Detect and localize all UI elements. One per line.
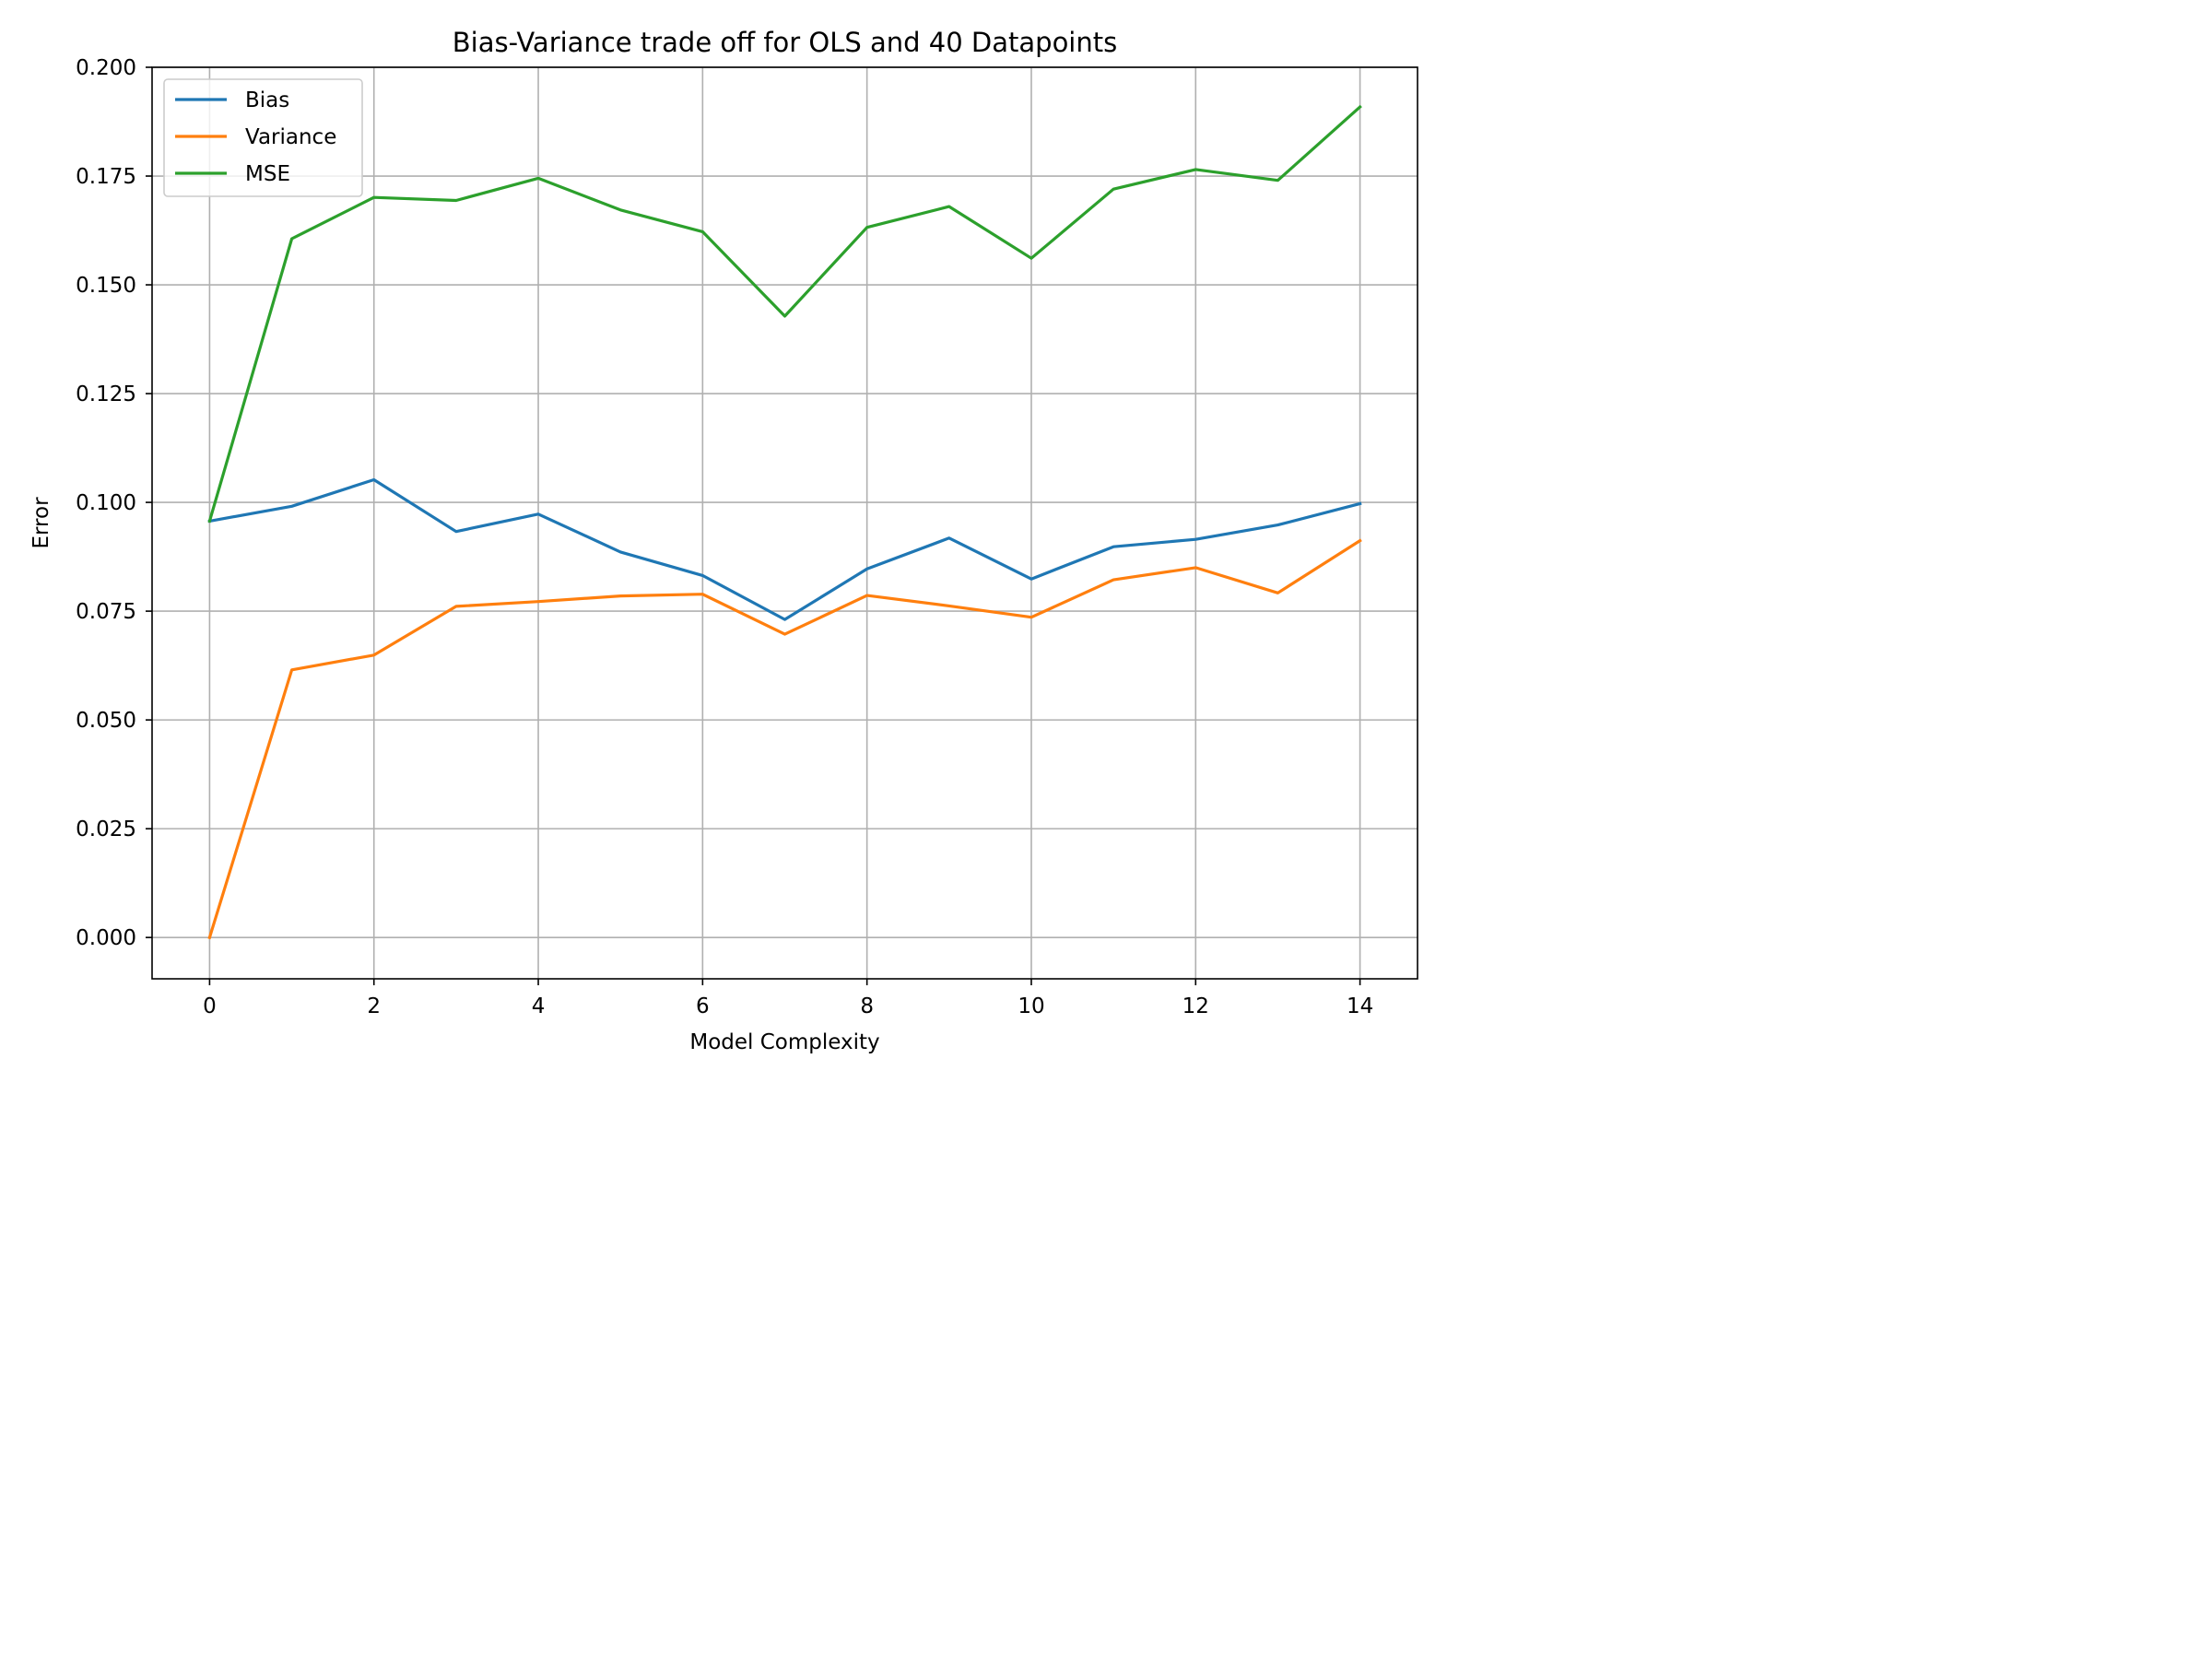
y-tick-label: 0.125 — [76, 382, 136, 406]
series-line-variance — [207, 538, 1362, 940]
chart-title: Bias-Variance trade off for OLS and 40 D… — [453, 27, 1117, 58]
y-tick-label: 0.200 — [76, 56, 136, 80]
y-tick-label: 0.175 — [76, 165, 136, 189]
legend-label-bias: Bias — [245, 88, 289, 112]
legend-box — [163, 78, 363, 197]
series-line-mse — [207, 104, 1362, 524]
legend-label-variance: Variance — [245, 125, 336, 149]
x-tick-label: 14 — [1347, 994, 1373, 1018]
x-tick-label: 4 — [532, 994, 546, 1018]
y-tick-label: 0.150 — [76, 274, 136, 298]
series-lines — [207, 104, 1362, 940]
x-tick-label: 8 — [860, 994, 874, 1018]
axis-ticks: 0 2 4 6 8 10 12 14 0.000 0.025 0.050 0.075 0.100 0.12… — [76, 56, 1373, 1018]
y-tick-label: 0.100 — [76, 491, 136, 515]
x-tick-label: 10 — [1018, 994, 1044, 1018]
x-tick-label: 2 — [367, 994, 381, 1018]
x-tick-label: 0 — [203, 994, 217, 1018]
plot-frame — [151, 66, 1418, 980]
x-tick-label: 6 — [696, 994, 710, 1018]
y-tick-label: 0.050 — [76, 709, 136, 733]
series-line-bias — [207, 477, 1362, 621]
x-axis-label: Model Complexity — [689, 1030, 879, 1054]
x-tick-label: 12 — [1182, 994, 1209, 1018]
y-tick-label: 0.025 — [76, 818, 136, 841]
y-axis-label: Error — [29, 497, 53, 549]
line-chart: 0 2 4 6 8 10 12 14 0.000 0.025 0.050 0.075 0.100 0.12… — [0, 0, 1445, 1084]
grid-lines — [152, 66, 1418, 979]
y-tick-label: 0.000 — [76, 926, 136, 950]
y-tick-label: 0.075 — [76, 600, 136, 624]
legend: Bias Variance MSE — [163, 78, 363, 197]
legend-label-mse: MSE — [245, 162, 290, 186]
